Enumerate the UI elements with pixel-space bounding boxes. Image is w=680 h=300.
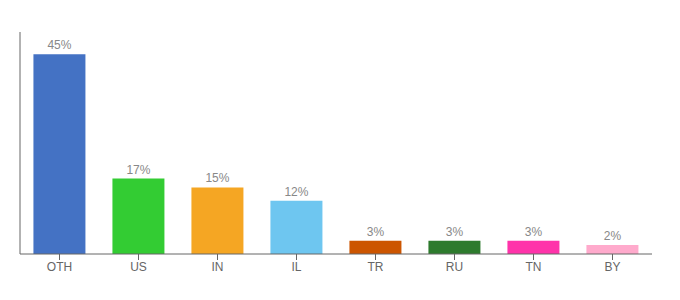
svg-text:17%: 17% [126,163,150,177]
svg-text:45%: 45% [47,38,71,52]
svg-text:RU: RU [446,260,463,274]
svg-text:12%: 12% [284,185,308,199]
svg-text:IL: IL [291,260,301,274]
svg-text:3%: 3% [446,225,464,239]
svg-text:TR: TR [368,260,384,274]
svg-text:3%: 3% [367,225,385,239]
svg-text:OTH: OTH [47,260,72,274]
svg-text:BY: BY [604,260,620,274]
svg-text:15%: 15% [205,171,229,185]
svg-text:TN: TN [526,260,542,274]
svg-text:2%: 2% [604,229,622,243]
svg-text:3%: 3% [525,225,543,239]
svg-text:IN: IN [212,260,224,274]
svg-text:US: US [130,260,147,274]
